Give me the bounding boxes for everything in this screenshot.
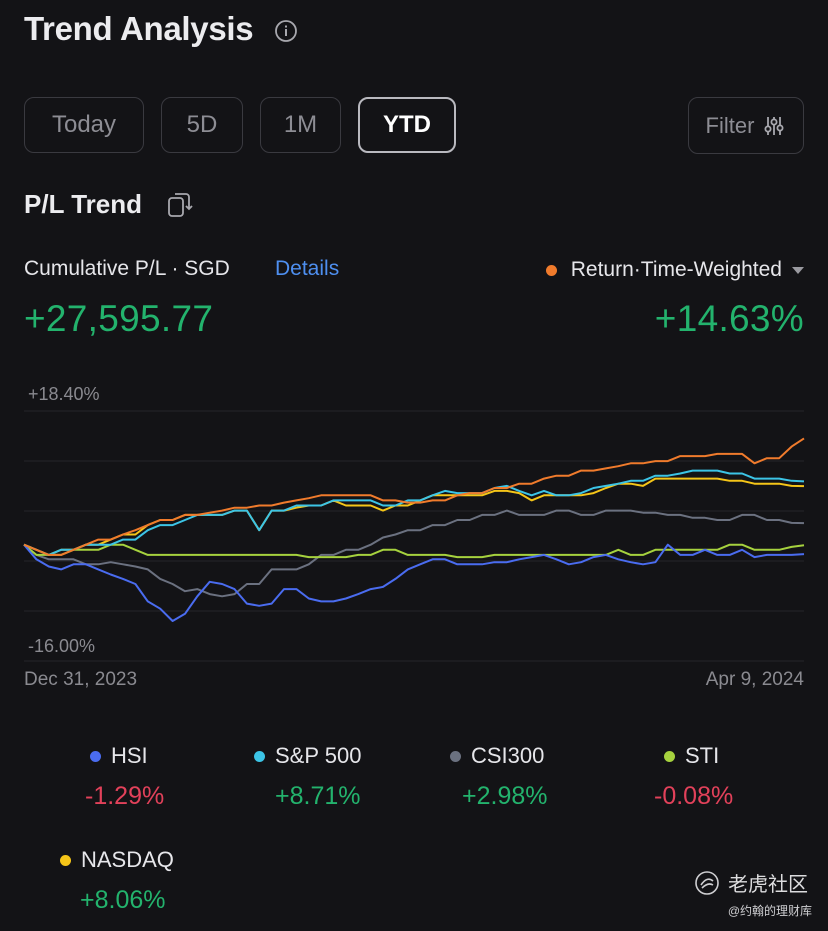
legend-label: NASDAQ — [81, 847, 174, 872]
sti-dot — [664, 750, 675, 762]
legend-value: +2.98% — [462, 782, 548, 810]
watermark-author: @约翰的理财库 — [727, 904, 812, 918]
time-range-tabs: Today 5D 1M YTD — [24, 97, 473, 153]
chevron-down-icon — [792, 266, 804, 274]
series-line-csi300 — [23, 509, 805, 598]
csi300-dot — [450, 750, 461, 762]
legend-label: CSI300 — [471, 743, 545, 768]
copy-icon[interactable] — [166, 190, 194, 220]
series-line-portfolio — [23, 437, 805, 556]
filter-label: Filter — [705, 112, 755, 138]
tab-1m[interactable]: 1M — [260, 97, 341, 153]
x-start-label: Dec 31, 2023 — [24, 669, 138, 690]
tiger-logo-icon — [695, 870, 719, 895]
y-min-label: -16.00% — [28, 636, 95, 656]
info-icon[interactable] — [274, 19, 298, 43]
sliders-icon — [764, 116, 784, 135]
tab-today[interactable]: Today — [24, 97, 144, 153]
series-line-hsi — [23, 543, 805, 622]
nasdaq-dot — [60, 854, 71, 866]
watermark-brand: 老虎社区 — [728, 874, 808, 896]
legend-value: -0.08% — [654, 782, 734, 810]
return-value: +14.63% — [654, 298, 804, 339]
y-max-label: +18.40% — [28, 384, 100, 404]
sp500-dot — [254, 750, 265, 762]
details-link[interactable]: Details — [275, 257, 340, 280]
tab-ytd[interactable]: YTD — [358, 97, 456, 153]
legend-label: STI — [685, 743, 720, 768]
legend-item-hsi[interactable]: HSI -1.29% — [85, 743, 280, 811]
cumulative-pl-label: Cumulative P/L · SGD — [24, 257, 230, 280]
legend-item-sp500[interactable]: S&P 500 +8.71% — [254, 743, 444, 811]
pl-trend-chart[interactable]: +18.40% -16.00% — [0, 370, 828, 670]
x-end-label: Apr 9, 2024 — [705, 669, 804, 690]
legend-label: S&P 500 — [275, 743, 362, 768]
tab-5d[interactable]: 5D — [161, 97, 243, 153]
return-type-label: Return·Time-Weighted — [570, 258, 782, 281]
return-type-dropdown[interactable]: Return·Time-Weighted — [545, 258, 804, 282]
section-title: P/L Trend — [24, 189, 142, 219]
legend-item-csi300[interactable]: CSI300 +2.98% — [450, 743, 640, 811]
hsi-dot — [90, 750, 101, 762]
legend-item-nasdaq[interactable]: NASDAQ +8.06% — [60, 847, 250, 915]
page-title: Trend Analysis — [24, 10, 254, 47]
legend-value: +8.71% — [275, 782, 361, 810]
portfolio-dot — [545, 264, 557, 276]
legend-value: +8.06% — [80, 886, 166, 914]
watermark: 老虎社区 — [694, 868, 808, 897]
filter-button[interactable]: Filter — [688, 97, 804, 154]
legend-value: -1.29% — [85, 782, 165, 810]
legend-item-sti[interactable]: STI -0.08% — [654, 743, 828, 811]
cumulative-pl-value: +27,595.77 — [24, 298, 214, 339]
legend-label: HSI — [111, 743, 148, 768]
series-line-s-p-500 — [23, 469, 805, 556]
